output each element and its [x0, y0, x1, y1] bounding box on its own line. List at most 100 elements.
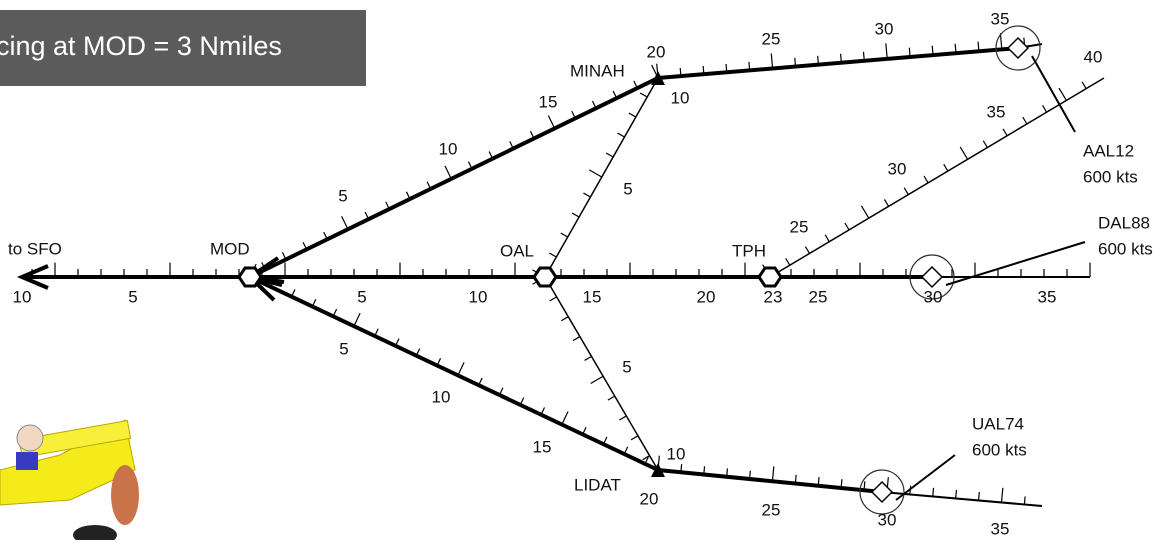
distance-label: 30	[875, 19, 894, 38]
tick	[932, 46, 933, 54]
tick	[1059, 88, 1066, 100]
tick	[562, 412, 568, 425]
waypoint-label: LIDAT	[574, 475, 621, 494]
tick	[886, 43, 887, 57]
route-line	[545, 277, 658, 470]
waypoint-label: TPH	[732, 241, 766, 260]
route-line	[882, 492, 1042, 506]
tick	[1001, 488, 1002, 502]
tick	[1082, 82, 1086, 89]
distance-label: 10	[439, 139, 458, 158]
tick	[445, 166, 451, 179]
aircraft	[1008, 38, 1028, 58]
tick	[944, 164, 948, 171]
tick	[772, 466, 773, 480]
tick	[979, 492, 980, 500]
leader-line	[896, 455, 955, 500]
distance-label: 40	[1084, 47, 1103, 66]
tick	[704, 466, 705, 474]
distance-label: 35	[991, 9, 1010, 28]
tick	[960, 147, 967, 159]
banner-text: cing at MOD = 3 Nmiles	[0, 31, 282, 61]
tick	[550, 297, 557, 301]
distance-label: 20	[640, 489, 659, 508]
waypoint-label: OAL	[500, 241, 534, 260]
tick	[640, 93, 647, 97]
tick	[549, 253, 556, 257]
waypoint-label: to SFO	[8, 239, 62, 258]
tick	[933, 488, 934, 496]
distance-label: 5	[339, 339, 348, 358]
tick	[591, 376, 603, 383]
route-line	[250, 78, 658, 277]
aircraft	[922, 267, 942, 287]
leader-line	[1032, 56, 1075, 132]
tick	[608, 396, 615, 400]
distance-label: 30	[924, 287, 943, 306]
distance-label: 25	[790, 217, 809, 236]
distance-label: 35	[991, 519, 1010, 538]
waypoint-label: MINAH	[570, 61, 625, 80]
tick	[458, 362, 464, 375]
distance-label: 30	[878, 510, 897, 529]
distance-label: 10	[667, 444, 686, 463]
tick	[955, 44, 956, 52]
distance-label: 5	[338, 186, 347, 205]
distance-label: 20	[697, 287, 716, 306]
distance-label: 5	[622, 357, 631, 376]
tick	[904, 188, 908, 195]
distance-label: 35	[987, 102, 1006, 121]
tick	[786, 258, 790, 265]
distance-label: 15	[583, 287, 602, 306]
tick	[561, 233, 568, 237]
tick	[680, 68, 681, 76]
distance-label: 25	[762, 29, 781, 48]
tick	[795, 58, 796, 66]
tick	[726, 64, 727, 72]
tick	[805, 247, 809, 254]
tick	[983, 141, 987, 148]
tick	[727, 468, 728, 476]
tick	[342, 216, 348, 229]
tick	[703, 66, 704, 74]
tick	[1043, 105, 1047, 112]
tick	[681, 464, 682, 472]
distance-label: 5	[357, 287, 366, 306]
tick	[1003, 129, 1007, 136]
tick	[841, 54, 842, 62]
distance-label: 23	[764, 287, 783, 306]
tick	[619, 416, 626, 420]
tick	[818, 477, 819, 485]
tick	[749, 62, 750, 70]
route-line	[770, 78, 1104, 277]
distance-label: 10	[469, 287, 488, 306]
tick	[606, 153, 613, 157]
tick	[884, 199, 888, 206]
leader-line	[946, 242, 1085, 285]
route-line	[545, 78, 658, 277]
tick	[863, 52, 864, 60]
tick	[573, 337, 580, 341]
navaid	[759, 268, 781, 286]
distance-label: 25	[762, 500, 781, 519]
tick	[585, 356, 592, 360]
tick	[750, 471, 751, 479]
route-line	[658, 470, 882, 492]
distance-label: 5	[128, 287, 137, 306]
speed: 600 kts	[1098, 239, 1153, 258]
tick	[572, 213, 579, 217]
tick	[845, 223, 849, 230]
distance-label: 15	[539, 92, 558, 111]
tick	[354, 313, 360, 326]
callsign: DAL88	[1098, 213, 1150, 232]
distance-label: 30	[888, 159, 907, 178]
distance-label: 20	[647, 42, 666, 61]
routes	[22, 26, 1104, 514]
tick	[956, 490, 957, 498]
tick	[548, 115, 554, 128]
tick	[909, 48, 910, 56]
speed: 600 kts	[1083, 167, 1138, 186]
distance-label: 5	[623, 179, 632, 198]
tick	[618, 133, 625, 137]
callsign: AAL12	[1083, 141, 1134, 160]
